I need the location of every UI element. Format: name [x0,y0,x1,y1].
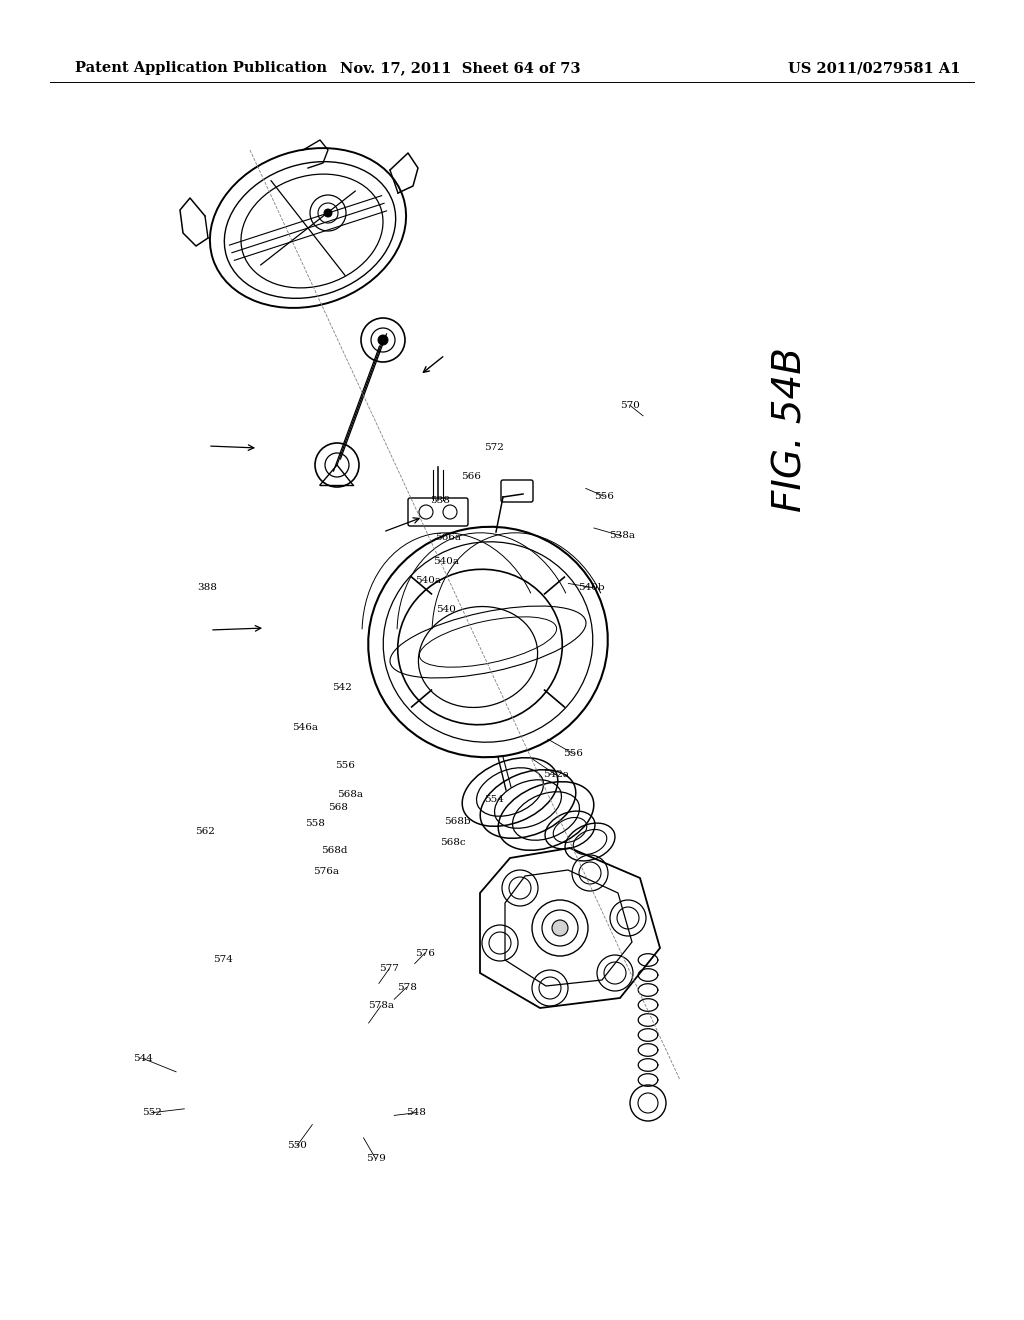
Text: 562: 562 [195,828,215,836]
Text: 574: 574 [213,956,233,964]
Circle shape [378,335,388,345]
Text: 566a: 566a [435,533,462,541]
Text: 538a: 538a [608,532,635,540]
Text: 552: 552 [141,1109,162,1117]
Text: 579: 579 [366,1155,386,1163]
Text: 388: 388 [197,583,217,591]
Text: 578: 578 [396,983,417,991]
Text: 558: 558 [305,820,326,828]
Text: 577: 577 [379,965,399,973]
Text: 546a: 546a [292,723,318,731]
Text: Nov. 17, 2011  Sheet 64 of 73: Nov. 17, 2011 Sheet 64 of 73 [340,61,581,75]
Text: 540a: 540a [433,557,460,565]
Text: 568d: 568d [321,846,347,854]
Text: 572: 572 [483,444,504,451]
Text: 542a: 542a [543,771,569,779]
Text: 576a: 576a [312,867,339,875]
Text: 556: 556 [563,750,584,758]
Text: 540a: 540a [415,577,441,585]
Text: 556: 556 [594,492,614,500]
Text: 578a: 578a [368,1002,394,1010]
Text: 544: 544 [133,1055,154,1063]
Text: 556: 556 [335,762,355,770]
Text: 568a: 568a [337,791,364,799]
Circle shape [552,920,568,936]
Text: 566: 566 [461,473,481,480]
Text: 554: 554 [483,796,504,804]
Text: 540b: 540b [579,583,605,591]
Text: 568c: 568c [439,838,466,846]
Text: 542: 542 [332,684,352,692]
Text: FIG. 54B: FIG. 54B [771,347,809,512]
Text: Patent Application Publication: Patent Application Publication [75,61,327,75]
Text: 576: 576 [415,949,435,957]
Text: 540: 540 [436,606,457,614]
Text: 548: 548 [406,1109,426,1117]
Text: 538: 538 [430,496,451,504]
Text: 570: 570 [620,401,640,409]
Text: 568: 568 [328,804,348,812]
Text: 550: 550 [287,1142,307,1150]
Circle shape [324,209,332,216]
Text: 568b: 568b [444,817,471,825]
Text: US 2011/0279581 A1: US 2011/0279581 A1 [787,61,961,75]
